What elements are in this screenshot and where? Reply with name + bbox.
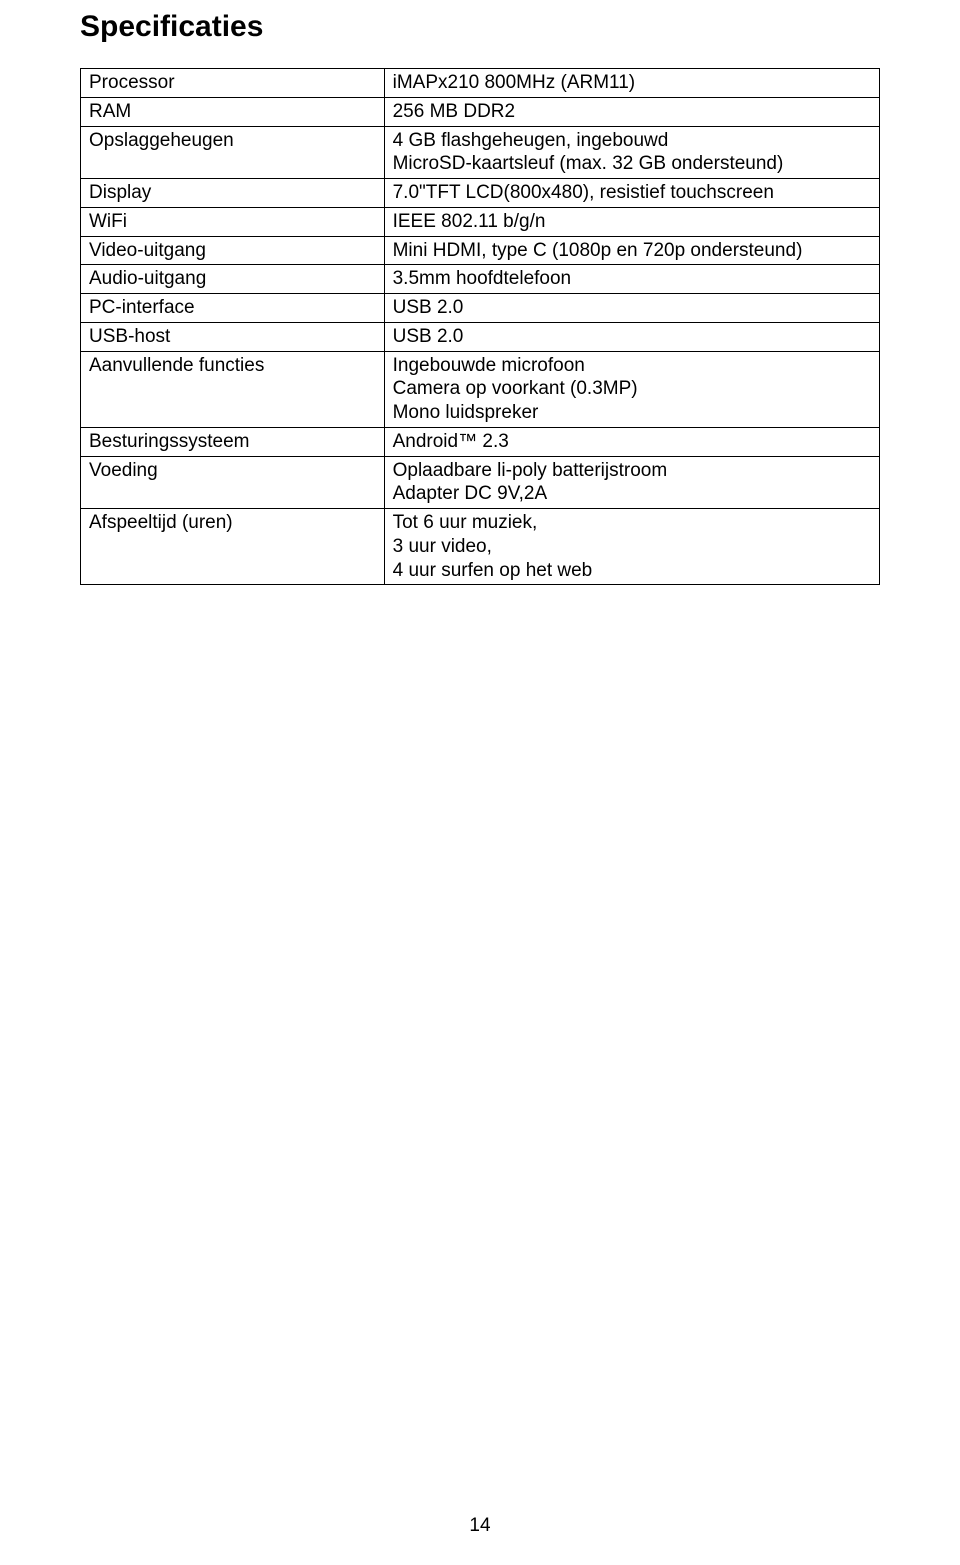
spec-value: Tot 6 uur muziek,3 uur video,4 uur surfe… [384, 509, 879, 585]
spec-label: PC-interface [81, 294, 385, 323]
spec-table: ProcessoriMAPx210 800MHz (ARM11)RAM256 M… [80, 68, 880, 585]
spec-label: Besturingssysteem [81, 427, 385, 456]
spec-value: 7.0"TFT LCD(800x480), resistief touchscr… [384, 179, 879, 208]
table-row: WiFiIEEE 802.11 b/g/n [81, 207, 880, 236]
spec-value: 256 MB DDR2 [384, 97, 879, 126]
table-row: Afspeeltijd (uren)Tot 6 uur muziek,3 uur… [81, 509, 880, 585]
spec-label: Video-uitgang [81, 236, 385, 265]
page-title: Specificaties [80, 10, 880, 44]
table-row: Opslaggeheugen4 GB flashgeheugen, ingebo… [81, 126, 880, 179]
spec-label: USB-host [81, 322, 385, 351]
spec-value: USB 2.0 [384, 322, 879, 351]
spec-label: Opslaggeheugen [81, 126, 385, 179]
spec-label: RAM [81, 97, 385, 126]
spec-label: Afspeeltijd (uren) [81, 509, 385, 585]
spec-value: USB 2.0 [384, 294, 879, 323]
spec-label: Audio-uitgang [81, 265, 385, 294]
document-page: Specificaties ProcessoriMAPx210 800MHz (… [0, 0, 960, 1565]
page-number: 14 [0, 1515, 960, 1537]
spec-value: Android™ 2.3 [384, 427, 879, 456]
spec-label: Voeding [81, 456, 385, 509]
spec-table-body: ProcessoriMAPx210 800MHz (ARM11)RAM256 M… [81, 69, 880, 585]
table-row: VoedingOplaadbare li-poly batterijstroom… [81, 456, 880, 509]
spec-value: 4 GB flashgeheugen, ingebouwdMicroSD-kaa… [384, 126, 879, 179]
table-row: Video-uitgangMini HDMI, type C (1080p en… [81, 236, 880, 265]
table-row: BesturingssysteemAndroid™ 2.3 [81, 427, 880, 456]
spec-value: Oplaadbare li-poly batterijstroomAdapter… [384, 456, 879, 509]
table-row: PC-interfaceUSB 2.0 [81, 294, 880, 323]
spec-label: Aanvullende functies [81, 351, 385, 427]
table-row: ProcessoriMAPx210 800MHz (ARM11) [81, 69, 880, 98]
spec-value: Mini HDMI, type C (1080p en 720p onderst… [384, 236, 879, 265]
spec-label: Display [81, 179, 385, 208]
spec-value: 3.5mm hoofdtelefoon [384, 265, 879, 294]
table-row: Aanvullende functiesIngebouwde microfoon… [81, 351, 880, 427]
table-row: Audio-uitgang3.5mm hoofdtelefoon [81, 265, 880, 294]
spec-value: IEEE 802.11 b/g/n [384, 207, 879, 236]
table-row: Display7.0"TFT LCD(800x480), resistief t… [81, 179, 880, 208]
spec-value: iMAPx210 800MHz (ARM11) [384, 69, 879, 98]
spec-label: Processor [81, 69, 385, 98]
spec-value: Ingebouwde microfoonCamera op voorkant (… [384, 351, 879, 427]
spec-label: WiFi [81, 207, 385, 236]
table-row: RAM256 MB DDR2 [81, 97, 880, 126]
table-row: USB-hostUSB 2.0 [81, 322, 880, 351]
